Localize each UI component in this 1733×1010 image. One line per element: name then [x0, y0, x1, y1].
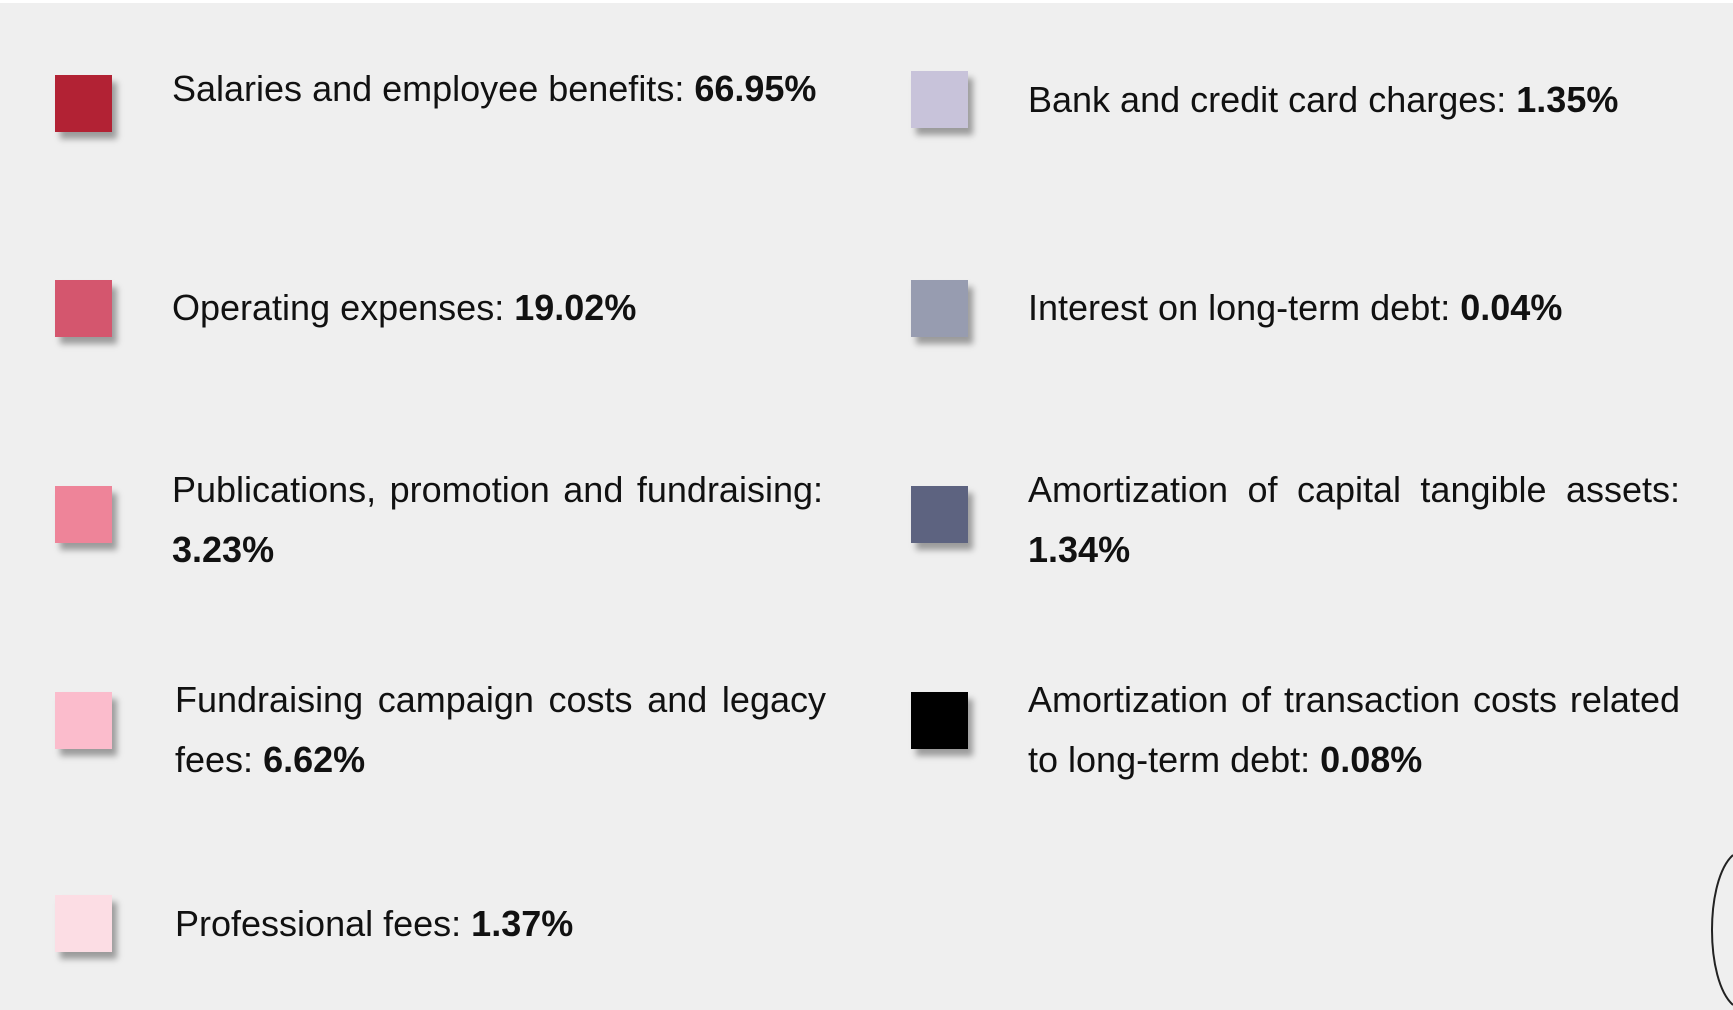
legend-swatch	[911, 692, 968, 749]
legend-entry: Salaries and employee benefits: 66.95%	[172, 59, 823, 119]
edge-curve	[1711, 854, 1733, 1006]
legend-value: 0.04%	[1460, 287, 1563, 328]
legend-value: 3.23%	[172, 529, 275, 570]
legend-swatch	[55, 280, 112, 337]
legend-swatch	[911, 280, 968, 337]
legend-label: Amortization of capital tangible assets:	[1028, 469, 1680, 510]
legend-label: Bank and credit card charges:	[1028, 79, 1507, 120]
legend-swatch	[911, 486, 968, 543]
legend-swatch	[55, 692, 112, 749]
legend-value: 1.34%	[1028, 529, 1131, 570]
legend-label: Fundraising campaign costs and legacy fe…	[175, 679, 826, 780]
legend-entry: Bank and credit card charges: 1.35%	[1028, 70, 1693, 130]
legend-entry: Amortization of capital tangible assets:…	[1028, 460, 1680, 580]
legend-label: Operating expenses:	[172, 287, 505, 328]
legend-entry: Interest on long-term debt: 0.04%	[1028, 278, 1683, 338]
legend-entry: Publications, promotion and fundraising:…	[172, 460, 823, 580]
legend-label: Publications, promotion and fundraising:	[172, 469, 823, 510]
legend-value: 6.62%	[263, 739, 366, 780]
legend-entry: Fundraising campaign costs and legacy fe…	[175, 670, 826, 790]
legend-label: Professional fees:	[175, 903, 462, 944]
legend-value: 1.35%	[1516, 79, 1619, 120]
legend-entry: Amortization of transaction costs relate…	[1028, 670, 1680, 790]
legend-swatch	[55, 486, 112, 543]
legend-entry: Professional fees: 1.37%	[175, 894, 826, 954]
legend-value: 1.37%	[471, 903, 574, 944]
legend-value: 0.08%	[1320, 739, 1423, 780]
legend-swatch	[55, 75, 112, 132]
legend-swatch	[55, 895, 112, 952]
legend-label: Salaries and employee benefits:	[172, 68, 685, 109]
legend-entry: Operating expenses: 19.02%	[172, 278, 823, 338]
legend-value: 66.95%	[694, 68, 817, 109]
legend-swatch	[911, 71, 968, 128]
legend-label: Interest on long-term debt:	[1028, 287, 1451, 328]
legend-label: Amortization of transaction costs relate…	[1028, 679, 1680, 780]
legend-value: 19.02%	[514, 287, 637, 328]
